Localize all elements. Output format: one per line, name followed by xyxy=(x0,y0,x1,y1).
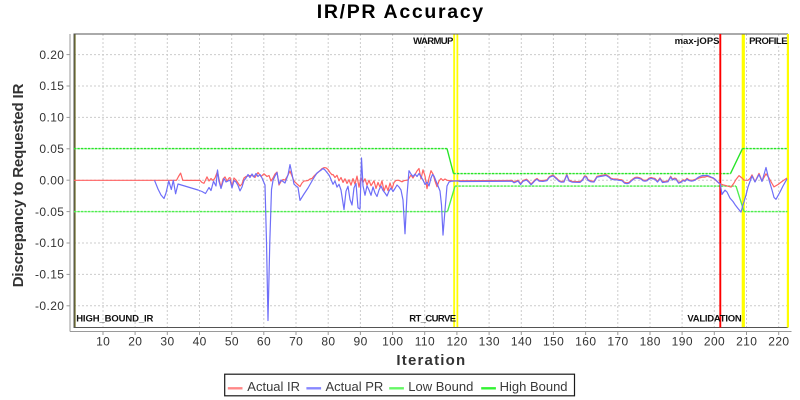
svg-text:10: 10 xyxy=(96,335,110,349)
svg-text:Iteration: Iteration xyxy=(396,352,466,369)
svg-text:WARMUP: WARMUP xyxy=(413,36,454,47)
svg-text:190: 190 xyxy=(672,335,693,349)
svg-text:30: 30 xyxy=(160,335,174,349)
svg-text:120: 120 xyxy=(446,335,467,349)
svg-text:0.00: 0.00 xyxy=(39,173,64,187)
svg-text:150: 150 xyxy=(543,335,564,349)
svg-text:-0.15: -0.15 xyxy=(35,268,64,282)
svg-text:80: 80 xyxy=(321,335,335,349)
svg-text:170: 170 xyxy=(607,335,628,349)
svg-text:Low Bound: Low Bound xyxy=(408,379,473,394)
svg-text:Actual IR: Actual IR xyxy=(247,379,300,394)
svg-text:200: 200 xyxy=(704,335,725,349)
svg-text:70: 70 xyxy=(289,335,303,349)
svg-text:40: 40 xyxy=(193,335,207,349)
svg-text:50: 50 xyxy=(225,335,239,349)
svg-text:160: 160 xyxy=(575,335,596,349)
svg-text:100: 100 xyxy=(382,335,403,349)
svg-text:0.05: 0.05 xyxy=(39,142,64,156)
svg-text:PROFILE: PROFILE xyxy=(749,36,787,47)
svg-text:max-jOPS: max-jOPS xyxy=(675,36,720,47)
svg-text:-0.20: -0.20 xyxy=(35,299,64,313)
svg-text:IR/PR Accuracy: IR/PR Accuracy xyxy=(317,1,485,23)
svg-text:RT_CURVE: RT_CURVE xyxy=(409,314,455,325)
svg-text:0.15: 0.15 xyxy=(39,79,64,93)
svg-text:110: 110 xyxy=(415,335,435,349)
svg-text:60: 60 xyxy=(257,335,271,349)
svg-text:HIGH_BOUND_IR: HIGH_BOUND_IR xyxy=(76,314,153,325)
svg-text:-0.05: -0.05 xyxy=(35,205,64,219)
svg-text:220: 220 xyxy=(768,335,789,349)
svg-text:0.10: 0.10 xyxy=(39,111,64,125)
svg-text:High Bound: High Bound xyxy=(500,379,568,394)
svg-text:140: 140 xyxy=(511,335,532,349)
svg-text:0.20: 0.20 xyxy=(39,48,64,62)
svg-text:Discrepancy to Requested IR: Discrepancy to Requested IR xyxy=(10,83,27,287)
svg-text:20: 20 xyxy=(128,335,142,349)
svg-text:180: 180 xyxy=(640,335,661,349)
svg-text:90: 90 xyxy=(354,335,368,349)
svg-text:-0.10: -0.10 xyxy=(35,236,64,250)
svg-text:130: 130 xyxy=(479,335,500,349)
svg-text:Actual PR: Actual PR xyxy=(326,379,384,394)
svg-text:210: 210 xyxy=(736,335,757,349)
svg-text:VALIDATION: VALIDATION xyxy=(687,314,742,325)
